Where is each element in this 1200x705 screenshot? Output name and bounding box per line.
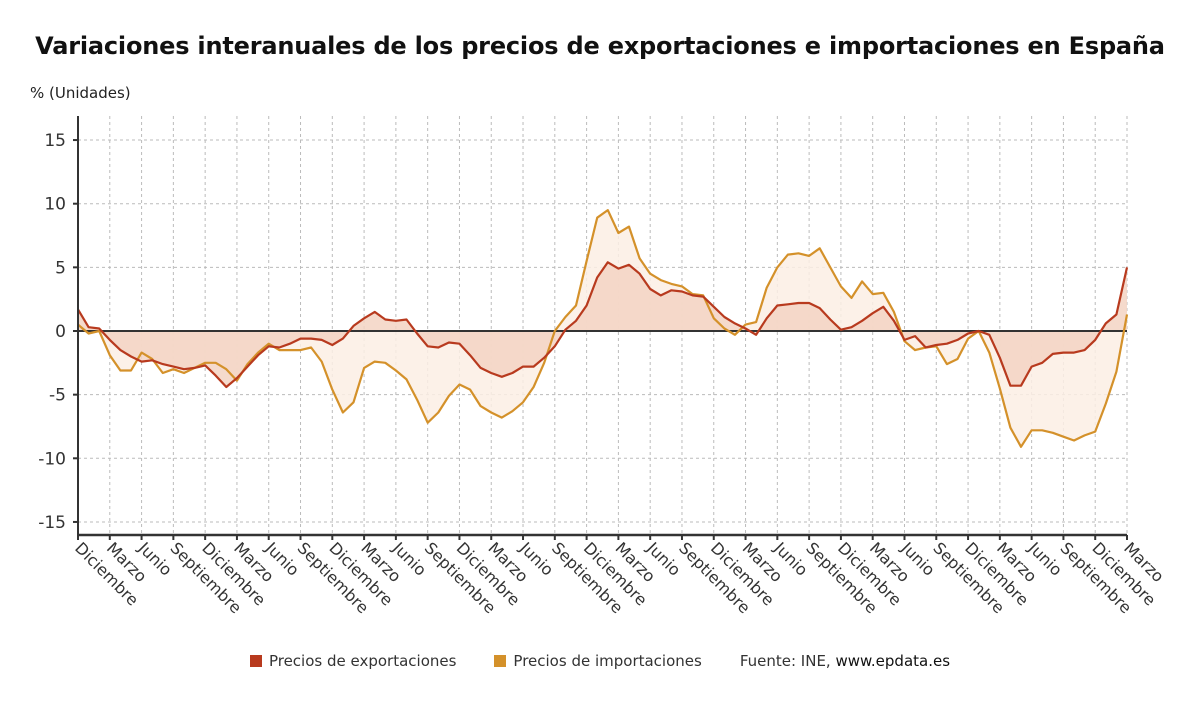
y-tick-label: 0 <box>55 322 66 342</box>
series-fills <box>78 210 1127 447</box>
source-note: Fuente: INE, www.epdata.es <box>740 652 950 670</box>
series-lines <box>77 209 1129 448</box>
legend-label-imports: Precios de importaciones <box>513 652 702 670</box>
x-tick-labels: DiciembreMarzoJunioSeptiembreDiciembreMa… <box>71 535 1168 617</box>
y-tick-label: -10 <box>38 449 66 469</box>
y-tick-label: 15 <box>44 131 66 151</box>
source-label: Fuente: INE, <box>739 652 831 670</box>
legend-swatch-exports <box>249 655 262 667</box>
area-exports <box>78 262 1127 387</box>
axes <box>77 116 1127 537</box>
legend-label-exports: Precios de exportaciones <box>268 652 457 670</box>
legend: Precios de exportaciones Precios de impo… <box>0 652 1200 670</box>
line-imports <box>77 209 1129 448</box>
y-tick-label: -15 <box>38 513 66 533</box>
legend-item-imports[interactable]: Precios de importaciones <box>494 652 702 670</box>
y-tick-label: 5 <box>55 258 66 278</box>
grid <box>78 116 1128 535</box>
legend-swatch-imports <box>494 655 507 667</box>
y-tick-label: -5 <box>49 386 66 406</box>
y-tick-label: 10 <box>44 195 66 215</box>
y-tick-labels: 15 10 5 0 -5 -10 -15 <box>38 131 78 533</box>
source-link[interactable]: www.epdata.es <box>835 652 951 670</box>
line-exports <box>77 261 1129 389</box>
chart-title: Variaciones interanuales de los precios … <box>35 32 1165 60</box>
legend-item-exports[interactable]: Precios de exportaciones <box>249 652 457 670</box>
y-axis-label: % (Unidades) <box>30 84 131 102</box>
